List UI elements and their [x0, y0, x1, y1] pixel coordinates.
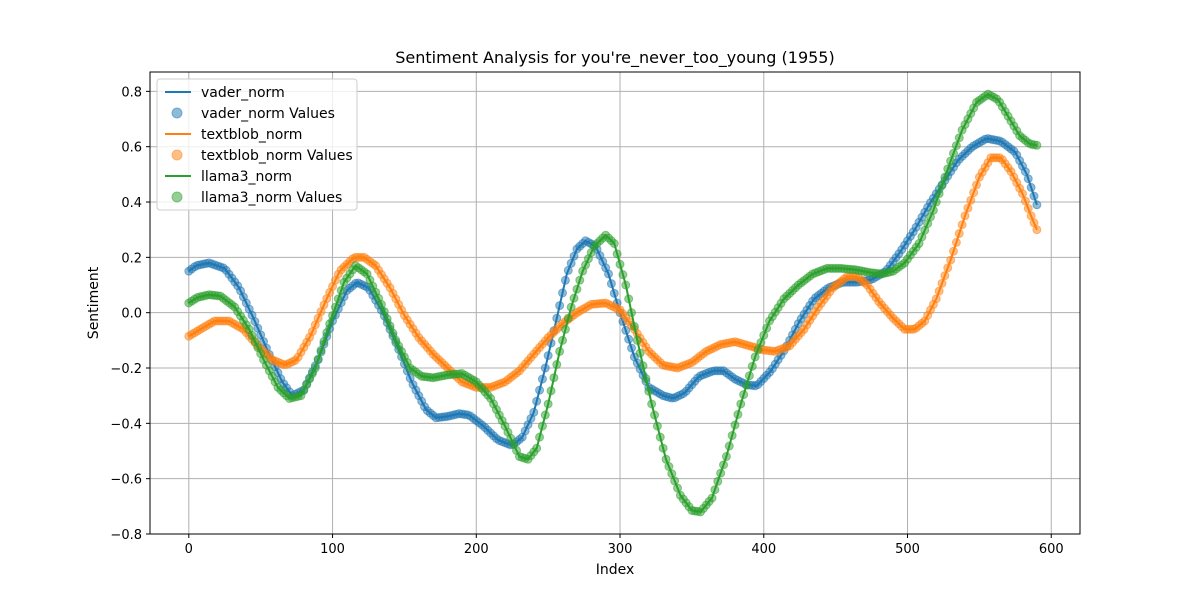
y-tick-label: 0.8 [121, 85, 142, 100]
x-tick-label: 300 [608, 542, 633, 557]
legend-box [156, 78, 358, 211]
legend-marker-llama3_norm [171, 191, 183, 203]
x-axis-label: Index [596, 562, 635, 578]
x-tick-label: 0 [185, 542, 193, 557]
line-llama3_norm [188, 92, 1038, 513]
y-tick-label: −0.6 [110, 473, 142, 488]
x-tick-label: 200 [464, 542, 489, 557]
y-tick-label: −0.4 [110, 417, 142, 432]
legend-label-vader_norm: vader_norm [201, 85, 285, 101]
y-tick-label: 0.4 [121, 196, 142, 211]
y-axis-label: Sentiment [86, 266, 102, 339]
x-tick-label: 400 [751, 542, 776, 557]
x-tick-label: 600 [1039, 542, 1064, 557]
legend: vader_norm vader_norm Values textblob_norm… [156, 78, 358, 211]
legend-label-textblob_norm-values: textblob_norm Values [201, 148, 353, 164]
legend-label-vader_norm-values: vader_norm Values [201, 106, 335, 122]
y-tick-label: 0.6 [121, 141, 142, 156]
chart-title: Sentiment Analysis for you're_never_too_… [395, 48, 834, 68]
y-tick-label: −0.8 [110, 528, 142, 543]
series-llama3_norm [184, 89, 1042, 517]
y-tick-label: 0.2 [121, 251, 142, 266]
plot-data [184, 89, 1042, 517]
x-tick-label: 500 [895, 542, 920, 557]
axis-ticks: 0 100 200 300 400 500 600 −0.8 −0.6 −0.4 −0.2 0.0 0.… [110, 85, 1063, 557]
legend-label-textblob_norm: textblob_norm [201, 127, 302, 143]
legend-marker-textblob_norm [171, 149, 183, 161]
x-tick-label: 100 [320, 542, 345, 557]
y-tick-label: −0.2 [110, 362, 142, 377]
legend-label-llama3_norm: llama3_norm [201, 169, 292, 185]
legend-marker-vader_norm [171, 107, 183, 119]
legend-label-llama3_norm-values: llama3_norm Values [201, 190, 342, 206]
plot-frame [149, 71, 1081, 535]
y-tick-label: 0.0 [121, 307, 142, 322]
